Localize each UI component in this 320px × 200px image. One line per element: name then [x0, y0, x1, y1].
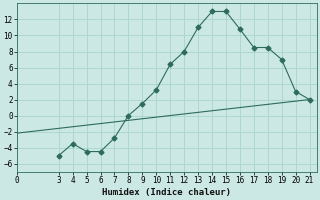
X-axis label: Humidex (Indice chaleur): Humidex (Indice chaleur) [102, 188, 231, 197]
